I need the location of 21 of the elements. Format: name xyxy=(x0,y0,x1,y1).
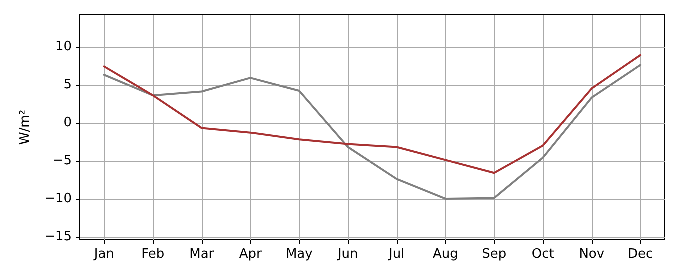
y-tick-label: 5 xyxy=(64,77,72,92)
x-tick-label: Jun xyxy=(336,247,358,262)
x-tick-label: Nov xyxy=(579,247,605,262)
x-tick-label: Mar xyxy=(190,247,215,262)
line-series xyxy=(103,64,642,200)
line-series xyxy=(103,54,642,174)
x-tick-label: Feb xyxy=(142,247,165,262)
x-tick-label: Oct xyxy=(532,247,554,262)
x-tick-label: Dec xyxy=(628,247,654,262)
y-tick-label: −10 xyxy=(44,191,72,206)
x-tick-label: Jul xyxy=(388,247,405,262)
x-tick-label: Sep xyxy=(482,247,507,262)
y-tick-label: −15 xyxy=(44,229,72,244)
y-axis-title: W/m² xyxy=(18,110,33,146)
y-tick-label: −5 xyxy=(52,153,72,168)
x-tick-label: May xyxy=(286,247,314,262)
x-tick-label: Apr xyxy=(239,247,263,262)
y-tick-label: 0 xyxy=(64,115,72,130)
x-tick-label: Jan xyxy=(93,247,114,262)
x-tick-label: Aug xyxy=(432,247,458,262)
y-tick-label: 10 xyxy=(55,39,72,54)
